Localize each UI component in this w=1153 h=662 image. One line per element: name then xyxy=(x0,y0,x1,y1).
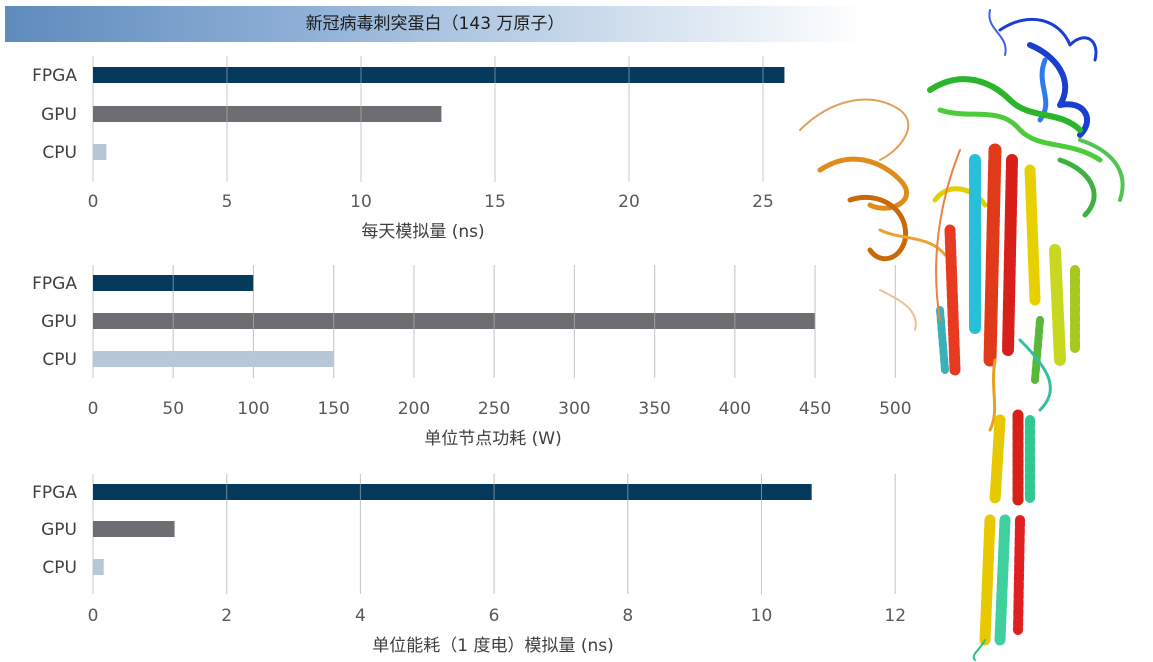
x-tick-label-chart3: 4 xyxy=(355,606,366,626)
x-tick-label-chart3: 6 xyxy=(489,606,500,626)
protein-head xyxy=(799,9,1125,331)
category-label-cpu-chart3: CPU xyxy=(42,558,77,578)
chart-title: 新冠病毒刺突蛋白（143 万原子） xyxy=(305,14,565,34)
x-axis-label-chart2: 单位节点功耗 (W) xyxy=(424,429,561,449)
bar-gpu-chart3 xyxy=(93,521,175,537)
x-tick-label-chart1: 5 xyxy=(222,192,233,212)
x-axis-label-chart3: 单位能耗（1 度电）模拟量 (ns) xyxy=(372,636,614,656)
bar-fpga-chart1 xyxy=(93,67,785,83)
x-tick-label-chart2: 50 xyxy=(162,399,184,419)
title-banner: 新冠病毒刺突蛋白（143 万原子） xyxy=(5,6,865,42)
x-tick-label-chart3: 2 xyxy=(221,606,232,626)
x-tick-label-chart1: 10 xyxy=(350,192,372,212)
x-tick-label-chart1: 25 xyxy=(752,192,774,212)
x-tick-label-chart2: 400 xyxy=(719,399,751,419)
x-tick-label-chart3: 12 xyxy=(884,606,906,626)
category-label-gpu-chart1: GPU xyxy=(41,105,77,125)
x-tick-label-chart3: 0 xyxy=(88,606,99,626)
bar-cpu-chart2 xyxy=(93,351,334,367)
x-axis-label-chart1: 每天模拟量 (ns) xyxy=(361,222,484,242)
x-tick-label-chart3: 10 xyxy=(751,606,773,626)
bar-gpu-chart1 xyxy=(93,106,442,122)
x-tick-label-chart2: 500 xyxy=(879,399,911,419)
bar-fpga-chart3 xyxy=(93,484,812,500)
x-tick-label-chart1: 15 xyxy=(484,192,506,212)
x-tick-label-chart2: 250 xyxy=(478,399,510,419)
bar-cpu-chart1 xyxy=(93,144,107,160)
protein-stalk xyxy=(972,409,1035,661)
protein-helices xyxy=(935,143,1080,432)
x-tick-label-chart2: 150 xyxy=(317,399,349,419)
category-label-cpu-chart2: CPU xyxy=(42,350,77,370)
category-label-fpga-chart1: FPGA xyxy=(32,66,77,86)
bar-gpu-chart2 xyxy=(93,313,816,329)
x-tick-label-chart2: 0 xyxy=(88,399,99,419)
x-tick-label-chart2: 100 xyxy=(237,399,269,419)
x-tick-label-chart2: 350 xyxy=(638,399,670,419)
x-tick-label-chart2: 300 xyxy=(558,399,590,419)
category-label-gpu-chart3: GPU xyxy=(41,520,77,540)
x-tick-label-chart2: 450 xyxy=(799,399,831,419)
category-label-fpga-chart2: FPGA xyxy=(32,274,77,294)
category-label-gpu-chart2: GPU xyxy=(41,312,77,332)
x-tick-label-chart1: 20 xyxy=(618,192,640,212)
category-label-fpga-chart3: FPGA xyxy=(32,483,77,503)
x-tick-label-chart3: 8 xyxy=(622,606,633,626)
bar-cpu-chart3 xyxy=(93,559,104,575)
x-tick-label-chart1: 0 xyxy=(88,192,99,212)
category-label-cpu-chart1: CPU xyxy=(42,143,77,163)
x-tick-label-chart2: 200 xyxy=(398,399,430,419)
